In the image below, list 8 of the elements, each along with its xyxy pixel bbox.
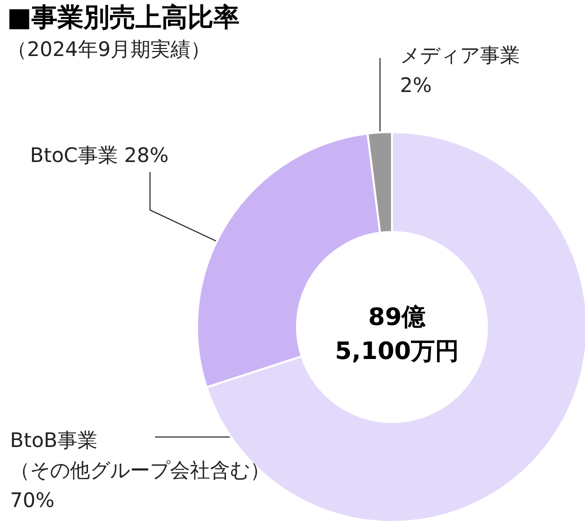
chart-title: ■事業別売上高比率 <box>7 3 240 33</box>
data-label: 70% <box>10 488 54 512</box>
text: 89億 5,100万円 <box>335 303 459 365</box>
data-label: 2% <box>400 73 432 97</box>
slice-label: BtoC事業 28% <box>30 143 169 167</box>
slice-label: BtoB事業（その他グループ会社含む） <box>10 428 270 482</box>
chart-subtitle: （2024年9月期実績） <box>7 37 211 61</box>
slice-label: メディア事業 <box>400 43 520 67</box>
